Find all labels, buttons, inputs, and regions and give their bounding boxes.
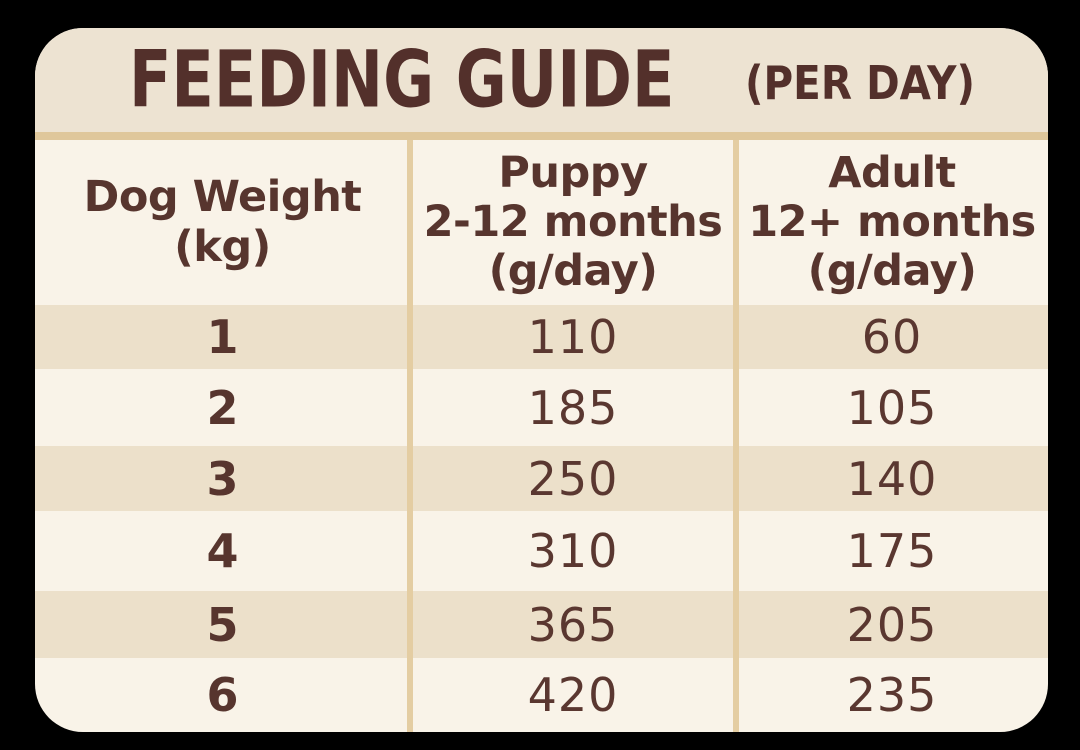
cell-adult-amount: 105: [846, 380, 938, 435]
cell-puppy-amount: 420: [527, 668, 619, 722]
table-row: 4 310 175: [35, 511, 1048, 591]
header-line: Dog Weight: [83, 172, 362, 223]
table-row: 6 420 235: [35, 658, 1048, 732]
table-row: 2 185 105: [35, 369, 1048, 446]
cell-weight: 1: [206, 310, 239, 364]
header-line: Adult: [828, 147, 956, 198]
cell-weight: 4: [206, 524, 239, 578]
cell-weight: 5: [206, 597, 239, 652]
table-row: 3 250 140: [35, 446, 1048, 511]
cell-weight: 2: [206, 380, 239, 435]
cell-adult-amount: 175: [846, 524, 938, 578]
header-puppy: Puppy 2-12 months (g/day): [410, 140, 736, 305]
cell-adult-amount: 60: [861, 310, 923, 364]
cell-adult-amount: 140: [846, 451, 938, 506]
horizontal-divider: [35, 132, 1048, 140]
cell-puppy-amount: 310: [527, 524, 619, 578]
table-row: 5 365 205: [35, 591, 1048, 658]
column-divider-1: [407, 140, 413, 732]
cell-weight: 3: [206, 451, 239, 506]
cell-puppy-amount: 250: [527, 451, 619, 506]
cell-adult-amount: 235: [846, 668, 938, 722]
header-line: (kg): [174, 221, 271, 272]
header-dog-weight: Dog Weight (kg): [35, 140, 410, 305]
cell-weight: 6: [206, 668, 239, 722]
page-title: FEEDING GUIDE: [129, 34, 675, 126]
column-divider-2: [733, 140, 739, 732]
cell-puppy-amount: 365: [527, 597, 619, 652]
header-line: 12+ months: [748, 196, 1036, 247]
header-line: (g/day): [807, 246, 977, 296]
header-adult: Adult 12+ months (g/day): [736, 140, 1048, 305]
feeding-table: Dog Weight (kg) Puppy 2-12 months (g/day…: [35, 140, 1048, 732]
cell-puppy-amount: 110: [527, 310, 619, 364]
header-line: Puppy: [498, 147, 648, 198]
header-line: 2-12 months: [423, 196, 723, 247]
feeding-guide-card: FEEDING GUIDE (PER DAY) Dog Weight (kg) …: [35, 28, 1048, 732]
page-title-suffix: (PER DAY): [744, 56, 975, 110]
title-band: FEEDING GUIDE (PER DAY): [35, 28, 1048, 132]
cell-adult-amount: 205: [846, 597, 938, 652]
cell-puppy-amount: 185: [527, 380, 619, 435]
header-line: (g/day): [488, 246, 658, 296]
table-header-row: Dog Weight (kg) Puppy 2-12 months (g/day…: [35, 140, 1048, 305]
table-row: 1 110 60: [35, 305, 1048, 369]
